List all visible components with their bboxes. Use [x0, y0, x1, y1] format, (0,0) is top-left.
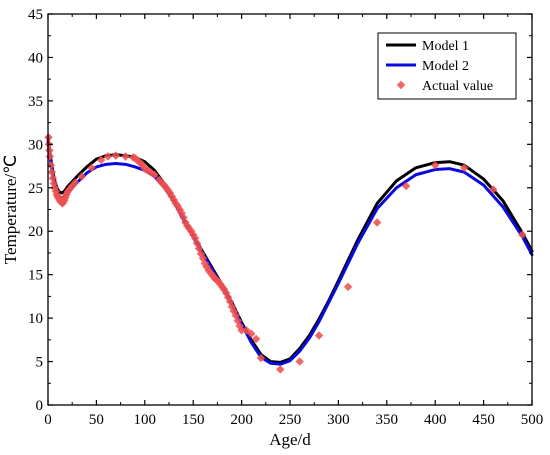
x-tick-label: 200 — [230, 412, 253, 428]
data-point — [221, 288, 231, 298]
x-tick-label: 150 — [182, 412, 205, 428]
y-tick-label: 15 — [28, 268, 43, 284]
data-point — [237, 326, 246, 335]
x-tick-label: 500 — [521, 412, 544, 428]
series-points-actual-value — [44, 133, 527, 374]
data-point — [175, 205, 184, 214]
legend-label: Actual value — [422, 79, 493, 94]
data-point — [103, 152, 113, 161]
y-axis-title: Temperature/℃ — [1, 155, 20, 264]
data-point — [401, 181, 411, 191]
legend-label: Model 2 — [422, 59, 469, 74]
data-point — [233, 316, 242, 325]
data-point — [121, 152, 130, 161]
data-point — [460, 163, 469, 172]
data-point — [63, 187, 72, 197]
data-point — [431, 160, 440, 170]
data-point — [159, 180, 169, 190]
data-point — [343, 282, 353, 292]
data-point — [256, 353, 266, 363]
x-tick-label: 350 — [376, 412, 399, 428]
data-point — [276, 365, 285, 374]
data-point — [242, 326, 251, 335]
y-tick-label: 35 — [28, 94, 43, 110]
data-point — [87, 163, 96, 172]
series-layer — [44, 133, 534, 374]
data-point — [295, 357, 304, 366]
y-tick-label: 10 — [28, 311, 43, 327]
x-axis-title: Age/d — [269, 430, 311, 449]
data-point — [46, 160, 56, 170]
x-tick-label: 300 — [327, 412, 350, 428]
y-tick-label: 30 — [28, 137, 43, 153]
data-point — [247, 329, 256, 338]
data-point — [111, 151, 120, 160]
data-point — [51, 187, 60, 196]
data-point — [372, 218, 382, 227]
data-point — [251, 334, 261, 344]
data-point — [489, 185, 498, 194]
data-point — [48, 174, 58, 183]
y-tick-label: 5 — [36, 355, 44, 371]
x-tick-label: 400 — [424, 412, 447, 428]
data-point — [518, 230, 527, 239]
data-point — [208, 271, 217, 280]
x-tick-label: 50 — [89, 412, 104, 428]
data-point — [70, 178, 80, 187]
data-point — [146, 167, 155, 177]
x-tick-label: 450 — [472, 412, 495, 428]
data-point — [77, 172, 87, 181]
data-point — [47, 167, 57, 177]
axes-layer: 0 50 100 150 200 250 300 350 400 450 500 0 5 10 15 20 25… — [28, 7, 543, 428]
data-point — [97, 155, 106, 165]
x-tick-label: 0 — [44, 412, 52, 428]
data-point — [150, 170, 159, 179]
y-tick-label: 25 — [28, 181, 43, 197]
x-tick-label: 100 — [134, 412, 157, 428]
legend-swatch-actual-value — [396, 80, 406, 90]
data-point — [171, 199, 180, 208]
data-point — [45, 146, 54, 155]
legend: Model 1 Model 2 Actual value — [377, 32, 517, 100]
y-tick-label: 45 — [28, 7, 43, 23]
x-tick-label: 250 — [279, 412, 302, 428]
data-point — [169, 195, 179, 205]
legend-label: Model 1 — [422, 39, 469, 54]
y-tick-label: 0 — [36, 398, 44, 414]
data-point — [314, 331, 324, 340]
y-tick-label: 40 — [28, 50, 43, 66]
y-tick-label: 20 — [28, 224, 43, 240]
